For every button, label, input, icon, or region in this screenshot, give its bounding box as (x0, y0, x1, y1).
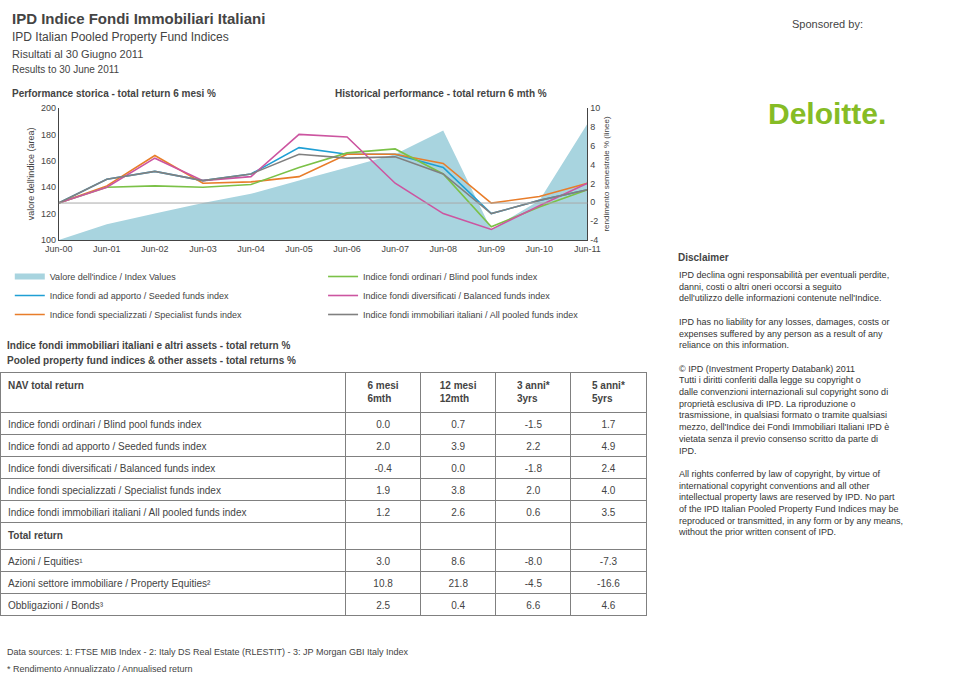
svg-text:4.9: 4.9 (601, 441, 615, 452)
svg-text:0.6: 0.6 (526, 507, 540, 518)
svg-text:1.9: 1.9 (376, 485, 390, 496)
svg-text:Indice fondi specializzati / S: Indice fondi specializzati / Specialist … (50, 310, 242, 320)
svg-text:Sponsored by:: Sponsored by: (792, 18, 863, 30)
svg-text:Jun-11: Jun-11 (574, 244, 601, 254)
svg-text:IPD declina ogni responsabilit: IPD declina ogni responsabilità per even… (678, 270, 903, 537)
svg-text:0: 0 (590, 197, 595, 207)
svg-text:-7.3: -7.3 (600, 556, 618, 567)
svg-text:Jun-06: Jun-06 (333, 244, 361, 254)
svg-text:Jun-08: Jun-08 (429, 244, 457, 254)
svg-text:-1.8: -1.8 (525, 463, 543, 474)
svg-text:100: 100 (41, 235, 56, 245)
svg-text:NAV total return: NAV total return (8, 380, 84, 391)
svg-text:Jun-09: Jun-09 (478, 244, 506, 254)
svg-text:Jun-00: Jun-00 (45, 244, 73, 254)
svg-text:2.0: 2.0 (376, 441, 390, 452)
svg-text:8: 8 (590, 122, 595, 132)
svg-text:0.7: 0.7 (451, 419, 465, 430)
svg-text:Results to 30 June 2011: Results to 30 June 2011 (12, 64, 120, 75)
svg-text:Performance storica - total re: Performance storica - total return 6 mes… (12, 88, 216, 99)
svg-text:-1.5: -1.5 (525, 419, 543, 430)
svg-text:Jun-04: Jun-04 (237, 244, 265, 254)
svg-text:1.7: 1.7 (601, 419, 615, 430)
svg-text:-4: -4 (590, 235, 598, 245)
svg-text:-8.0: -8.0 (525, 556, 543, 567)
svg-text:Indice fondi ad apporto / Seed: Indice fondi ad apporto / Seeded funds i… (50, 291, 229, 301)
svg-text:Data sources: 1: FTSE MIB Inde: Data sources: 1: FTSE MIB Index - 2: Ita… (7, 647, 408, 657)
svg-text:IPD Indice Fondi Immobiliari I: IPD Indice Fondi Immobiliari Italiani (12, 10, 265, 27)
svg-text:2.0: 2.0 (526, 485, 540, 496)
svg-text:Indice fondi specializzati / S: Indice fondi specializzati / Specialist … (8, 485, 221, 496)
svg-text:2: 2 (590, 179, 595, 189)
svg-text:12 mesi12mth: 12 mesi12mth (440, 380, 477, 404)
svg-text:Indice fondi immobiliari itali: Indice fondi immobiliari italiani / All … (8, 507, 246, 518)
svg-text:4: 4 (590, 160, 595, 170)
svg-text:0.0: 0.0 (376, 419, 390, 430)
svg-text:10.8: 10.8 (373, 578, 393, 589)
svg-text:4.6: 4.6 (601, 600, 615, 611)
svg-text:rendimento semestrale % (linee: rendimento semestrale % (linee) (602, 116, 611, 231)
svg-text:Pooled property fund indices &: Pooled property fund indices & other ass… (7, 355, 296, 366)
svg-text:-16.6: -16.6 (597, 578, 620, 589)
svg-text:180: 180 (41, 130, 56, 140)
svg-text:4.0: 4.0 (601, 485, 615, 496)
svg-text:Indice fondi immobiliari itali: Indice fondi immobiliari italiani e altr… (7, 340, 291, 351)
svg-text:3.8: 3.8 (451, 485, 465, 496)
svg-text:2.4: 2.4 (601, 463, 615, 474)
svg-text:160: 160 (41, 156, 56, 166)
svg-text:Jun-03: Jun-03 (189, 244, 217, 254)
svg-text:Disclaimer: Disclaimer (678, 252, 729, 263)
svg-text:3.5: 3.5 (601, 507, 615, 518)
svg-text:3.9: 3.9 (451, 441, 465, 452)
svg-text:Indice fondi ad apporto / Seed: Indice fondi ad apporto / Seeded funds i… (8, 441, 206, 452)
svg-text:Indice fondi diversificati / B: Indice fondi diversificati / Balanced fu… (8, 463, 215, 474)
svg-text:Indice fondi diversificati / B: Indice fondi diversificati / Balanced fu… (363, 291, 550, 301)
svg-text:6.6: 6.6 (526, 600, 540, 611)
svg-text:1.2: 1.2 (376, 507, 390, 518)
svg-text:200: 200 (41, 103, 56, 113)
svg-text:10: 10 (590, 103, 600, 113)
svg-text:2.6: 2.6 (451, 507, 465, 518)
svg-text:5 anni*5yrs: 5 anni*5yrs (592, 380, 625, 404)
svg-text:120: 120 (41, 209, 56, 219)
svg-text:3 anni*3yrs: 3 anni*3yrs (517, 380, 550, 404)
svg-text:valore dell'indice (area): valore dell'indice (area) (26, 128, 36, 221)
svg-text:3.0: 3.0 (376, 556, 390, 567)
svg-text:Obbligazioni / Bonds³: Obbligazioni / Bonds³ (8, 600, 104, 611)
svg-text:-4.5: -4.5 (525, 578, 543, 589)
svg-text:Indice fondi ordinari / Blind: Indice fondi ordinari / Blind pool funds… (8, 419, 201, 430)
svg-text:2.5: 2.5 (376, 600, 390, 611)
svg-text:Jun-07: Jun-07 (381, 244, 409, 254)
svg-text:6: 6 (590, 141, 595, 151)
svg-text:Total return: Total return (8, 530, 63, 541)
svg-text:-0.4: -0.4 (374, 463, 392, 474)
svg-text:6 mesi6mth: 6 mesi6mth (367, 380, 398, 404)
svg-text:Jun-02: Jun-02 (141, 244, 169, 254)
svg-text:Azioni / Equities¹: Azioni / Equities¹ (8, 556, 83, 567)
svg-text:2.2: 2.2 (526, 441, 540, 452)
svg-text:Risultati al 30 Giugno 2011: Risultati al 30 Giugno 2011 (12, 48, 143, 60)
svg-text:Indice fondi ordinari / Blind: Indice fondi ordinari / Blind pool funds… (363, 272, 538, 282)
svg-text:8.6: 8.6 (451, 556, 465, 567)
svg-text:140: 140 (41, 182, 56, 192)
svg-text:Jun-10: Jun-10 (526, 244, 554, 254)
svg-text:* Rendimento Annualizzato / An: * Rendimento Annualizzato / Annualised r… (7, 664, 193, 674)
svg-text:0.4: 0.4 (451, 600, 465, 611)
svg-text:Historical performance - total: Historical performance - total return 6 … (335, 88, 547, 99)
svg-text:Indice fondi immobiliari itali: Indice fondi immobiliari italiani / All … (363, 310, 578, 320)
svg-text:0.0: 0.0 (451, 463, 465, 474)
svg-text:Valore dell'indice / Index Val: Valore dell'indice / Index Values (50, 272, 176, 282)
svg-text:IPD Italian Pooled Property Fu: IPD Italian Pooled Property Fund Indices (12, 30, 229, 44)
svg-text:21.8: 21.8 (448, 578, 468, 589)
svg-text:-2: -2 (590, 216, 598, 226)
svg-text:Azioni settore immobiliare / P: Azioni settore immobiliare / Property Eq… (8, 578, 211, 589)
svg-text:Deloitte.: Deloitte. (768, 97, 886, 130)
svg-text:Jun-01: Jun-01 (93, 244, 121, 254)
svg-text:Jun-05: Jun-05 (285, 244, 313, 254)
